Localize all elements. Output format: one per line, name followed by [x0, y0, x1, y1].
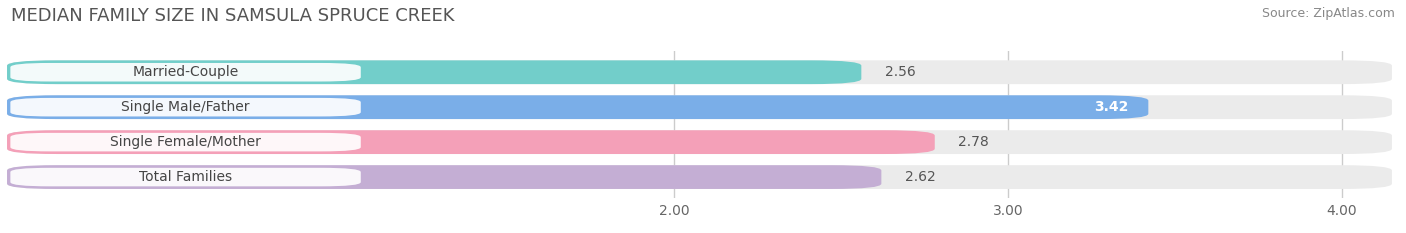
FancyBboxPatch shape: [7, 130, 935, 154]
Text: Married-Couple: Married-Couple: [132, 65, 239, 79]
FancyBboxPatch shape: [10, 63, 361, 82]
Text: 2.62: 2.62: [904, 170, 935, 184]
FancyBboxPatch shape: [7, 165, 1392, 189]
Text: Total Families: Total Families: [139, 170, 232, 184]
FancyBboxPatch shape: [10, 168, 361, 186]
FancyBboxPatch shape: [7, 95, 1392, 119]
FancyBboxPatch shape: [7, 60, 862, 84]
FancyBboxPatch shape: [7, 130, 1392, 154]
Text: 2.78: 2.78: [957, 135, 988, 149]
FancyBboxPatch shape: [7, 95, 1149, 119]
FancyBboxPatch shape: [7, 60, 1392, 84]
FancyBboxPatch shape: [7, 165, 882, 189]
Text: Source: ZipAtlas.com: Source: ZipAtlas.com: [1261, 7, 1395, 20]
Text: 3.42: 3.42: [1094, 100, 1128, 114]
FancyBboxPatch shape: [10, 98, 361, 116]
Text: 2.56: 2.56: [884, 65, 915, 79]
Text: Single Male/Father: Single Male/Father: [121, 100, 250, 114]
FancyBboxPatch shape: [10, 133, 361, 151]
Text: MEDIAN FAMILY SIZE IN SAMSULA SPRUCE CREEK: MEDIAN FAMILY SIZE IN SAMSULA SPRUCE CRE…: [11, 7, 454, 25]
Text: Single Female/Mother: Single Female/Mother: [110, 135, 262, 149]
